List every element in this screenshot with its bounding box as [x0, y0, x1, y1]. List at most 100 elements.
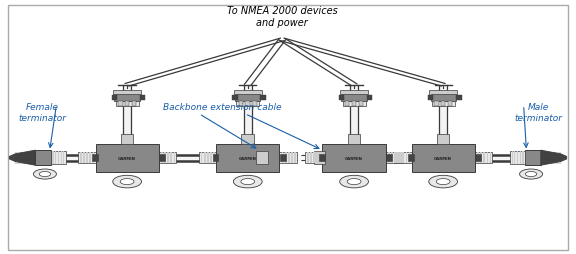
Bar [121, 134, 134, 144]
Bar [395, 153, 411, 164]
Bar [437, 134, 449, 144]
Bar [403, 153, 404, 164]
Bar [52, 152, 54, 164]
Bar [159, 153, 176, 164]
Bar [96, 144, 159, 172]
Bar [204, 153, 206, 164]
Circle shape [33, 169, 56, 179]
Bar [234, 90, 262, 96]
Bar [514, 152, 516, 164]
Bar [316, 153, 318, 164]
Bar [480, 153, 482, 164]
Circle shape [429, 176, 457, 188]
Bar [294, 153, 296, 164]
Bar [92, 154, 98, 162]
Circle shape [436, 179, 450, 185]
Text: Backbone extension cable: Backbone extension cable [162, 103, 281, 112]
Bar [314, 152, 325, 164]
Text: Female
terminator: Female terminator [18, 103, 66, 122]
Bar [429, 90, 457, 96]
Bar [441, 102, 445, 106]
Bar [475, 153, 492, 164]
Bar [517, 152, 518, 164]
Text: Male
terminator: Male terminator [514, 103, 562, 122]
Bar [434, 102, 438, 106]
Bar [164, 153, 166, 164]
Text: To NMEA 2000 devices
and power: To NMEA 2000 devices and power [227, 6, 338, 28]
Circle shape [39, 172, 51, 177]
Bar [395, 153, 396, 164]
Bar [140, 96, 146, 100]
Bar [388, 153, 390, 164]
Bar [93, 153, 94, 164]
Bar [213, 154, 218, 162]
Bar [367, 96, 373, 100]
Bar [160, 154, 165, 162]
Bar [313, 153, 315, 164]
Bar [340, 90, 368, 96]
Bar [282, 153, 283, 164]
Text: GARMIN: GARMIN [345, 156, 363, 160]
Bar [448, 102, 452, 106]
Bar [116, 101, 139, 107]
Bar [475, 154, 481, 162]
Bar [125, 102, 130, 106]
Bar [252, 102, 257, 106]
Circle shape [241, 179, 255, 185]
Bar [60, 152, 62, 164]
Bar [173, 153, 175, 164]
Bar [279, 153, 297, 164]
Bar [319, 154, 325, 162]
Bar [112, 96, 118, 100]
Bar [236, 101, 259, 107]
Bar [63, 152, 65, 164]
Bar [477, 153, 479, 164]
Bar [411, 144, 475, 172]
Bar [86, 153, 88, 164]
Bar [490, 153, 491, 164]
Text: GARMIN: GARMIN [434, 156, 452, 160]
Bar [427, 96, 433, 100]
Polygon shape [9, 151, 35, 166]
Bar [305, 153, 323, 164]
Bar [199, 153, 216, 164]
Polygon shape [541, 151, 567, 166]
Bar [386, 153, 403, 164]
Circle shape [525, 172, 537, 177]
Bar [241, 134, 254, 144]
Bar [345, 102, 350, 106]
Bar [280, 154, 286, 162]
Bar [51, 152, 66, 164]
Bar [510, 152, 525, 164]
Circle shape [113, 176, 142, 188]
Circle shape [520, 169, 543, 179]
Bar [348, 134, 361, 144]
Bar [55, 152, 56, 164]
Bar [235, 95, 260, 102]
Bar [78, 153, 96, 164]
Text: GARMIN: GARMIN [118, 156, 136, 160]
Bar [483, 153, 485, 164]
Bar [80, 153, 82, 164]
Bar [168, 153, 169, 164]
Circle shape [340, 176, 369, 188]
Bar [320, 153, 321, 164]
Bar [396, 153, 398, 164]
Bar [161, 153, 163, 164]
Bar [170, 153, 172, 164]
Bar [260, 96, 266, 100]
Circle shape [233, 176, 262, 188]
Bar [35, 151, 51, 166]
Bar [132, 102, 137, 106]
Bar [89, 153, 91, 164]
Bar [238, 102, 243, 106]
Circle shape [347, 179, 361, 185]
Bar [343, 101, 366, 107]
Text: GARMIN: GARMIN [239, 156, 257, 160]
Bar [520, 152, 521, 164]
Bar [386, 154, 392, 162]
Bar [522, 152, 524, 164]
Bar [232, 96, 238, 100]
Bar [200, 153, 202, 164]
Bar [288, 153, 290, 164]
